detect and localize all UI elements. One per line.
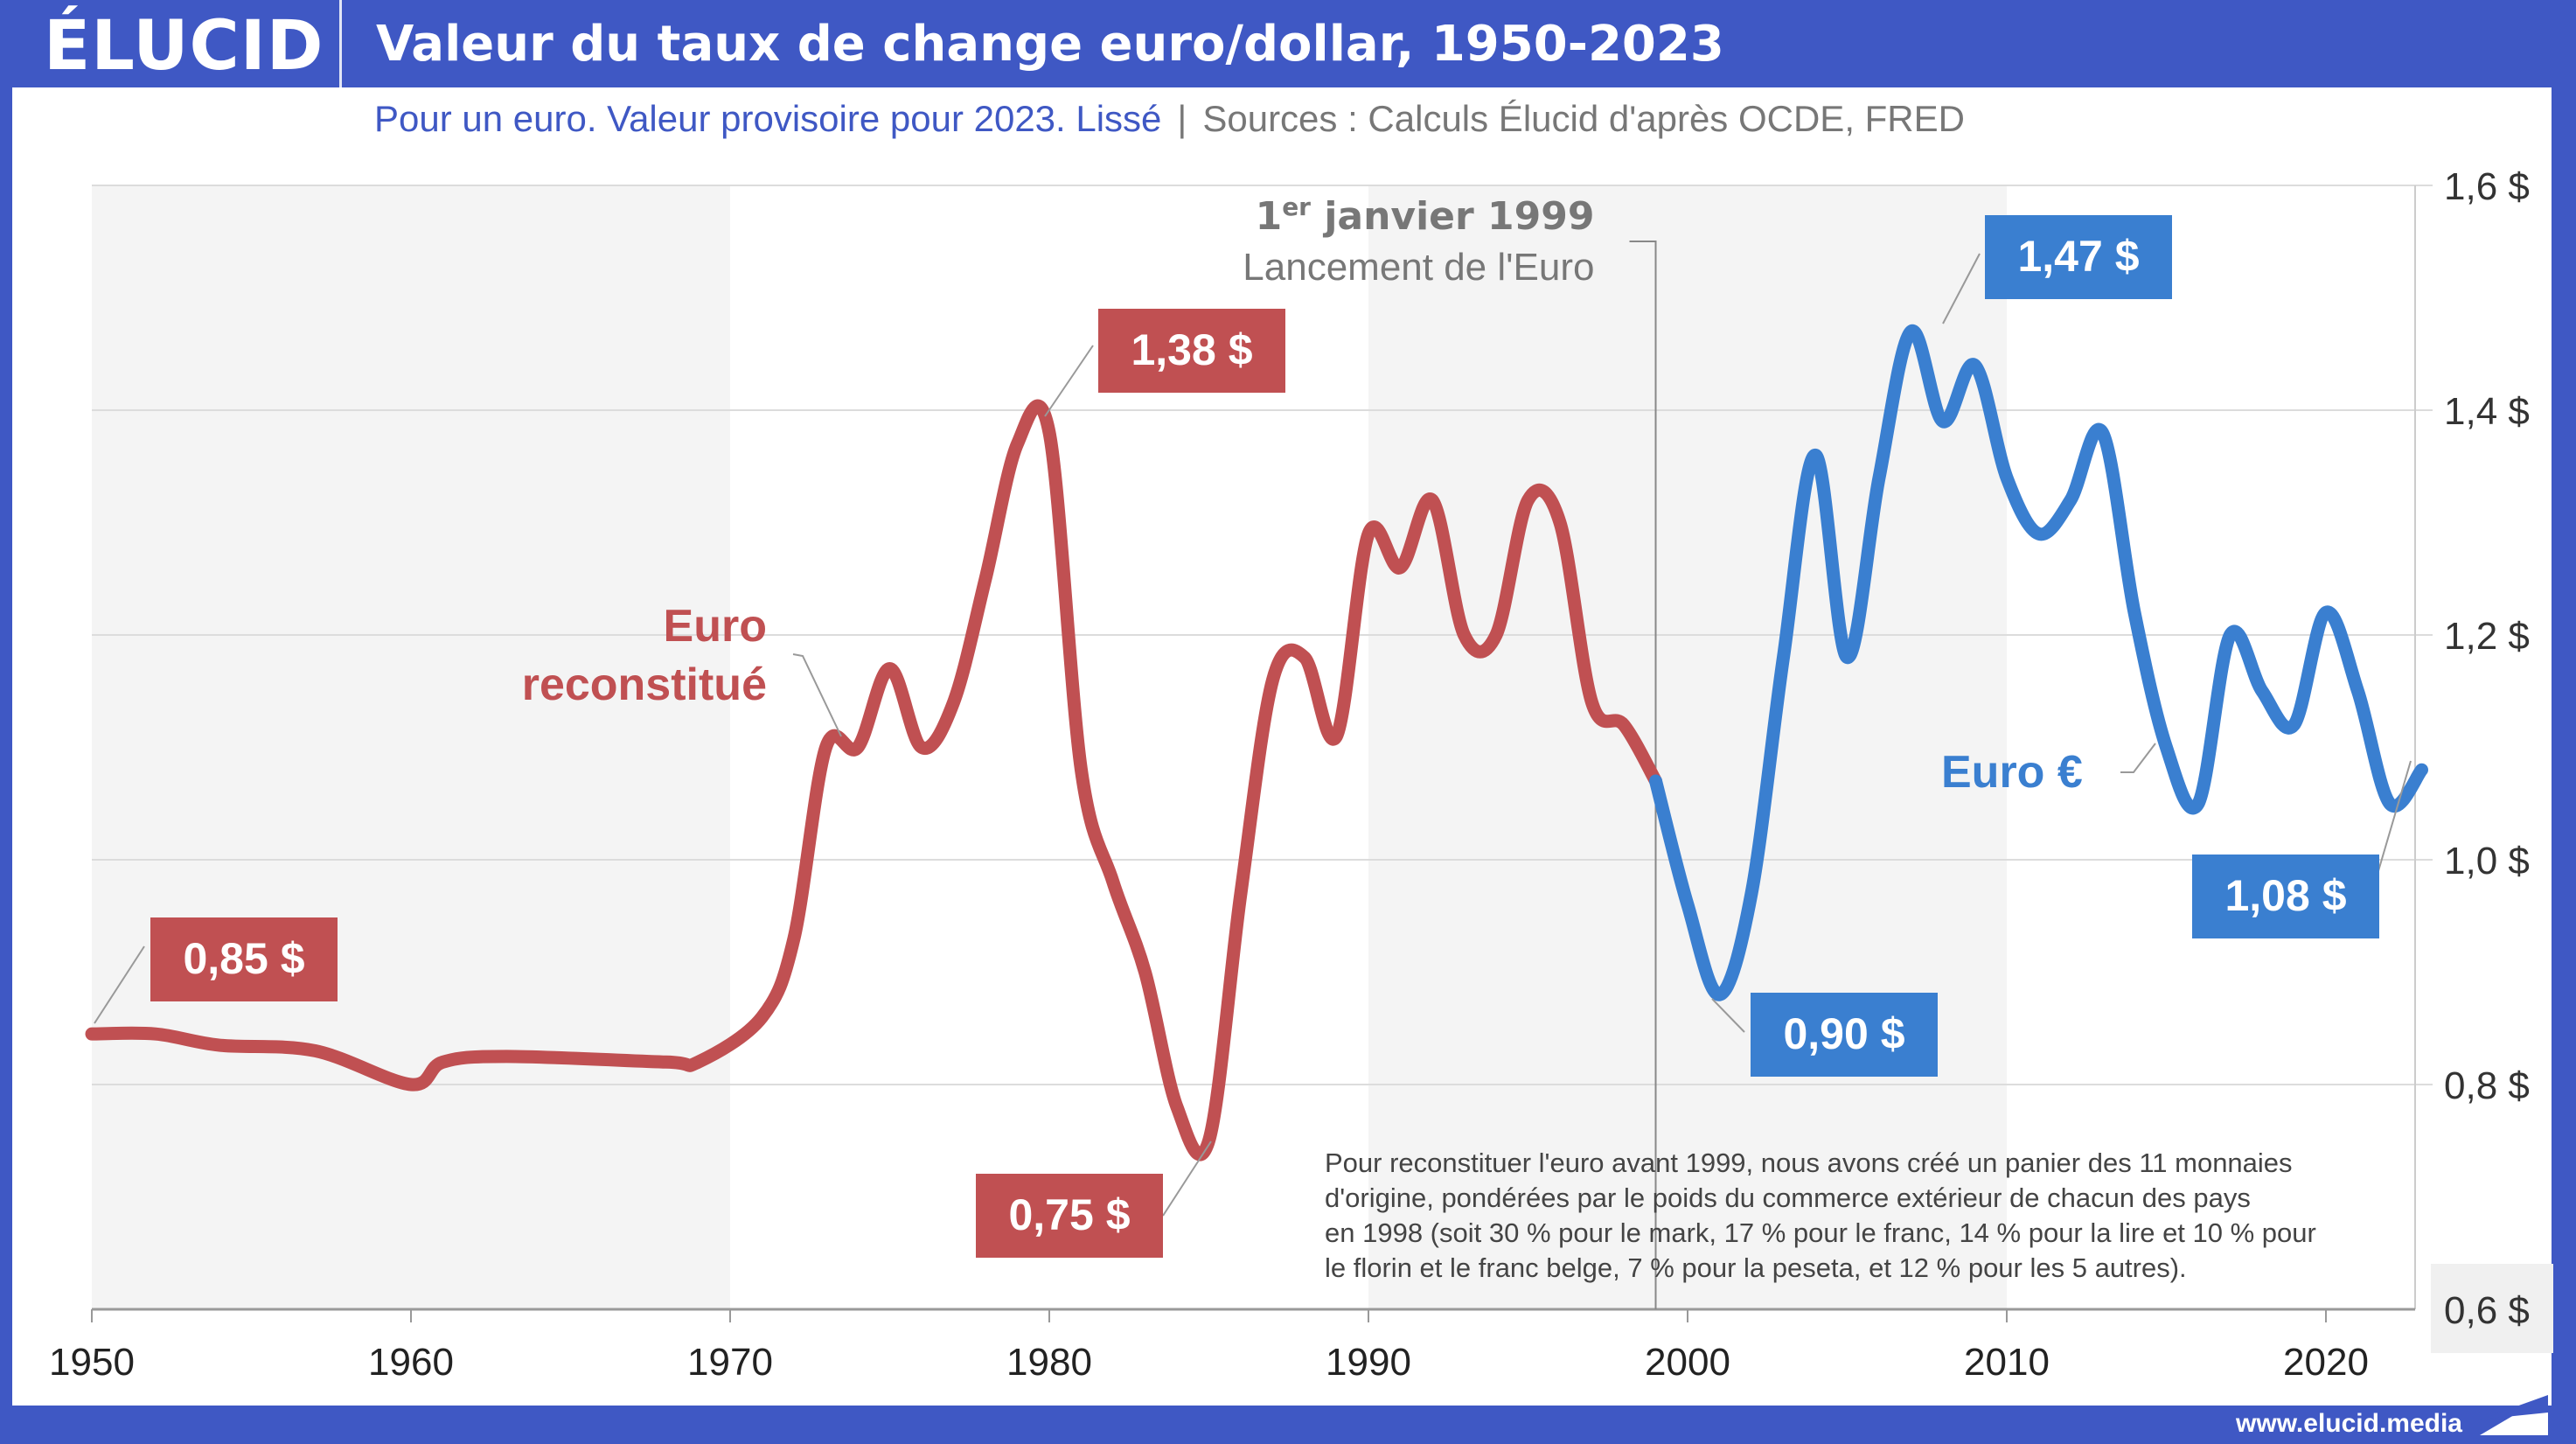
footer-url[interactable]: www.elucid.media [2236, 1409, 2462, 1438]
shaded-decade [92, 185, 730, 1309]
methodology-note-line: en 1998 (soit 30 % pour le mark, 17 % po… [1325, 1217, 2316, 1248]
x-tick-label: 2020 [2283, 1341, 2369, 1384]
series-label-euro: Euro [664, 601, 767, 652]
annotation-label: 1,47 $ [2017, 232, 2139, 281]
subtitle-text: Pour un euro. Valeur provisoire pour 202… [374, 98, 1162, 139]
x-tick-label: 2000 [1645, 1341, 1730, 1384]
annotation-label: 1,38 $ [1131, 325, 1252, 374]
event-line [1629, 241, 1657, 1309]
y-tick-bg [2431, 1264, 2553, 1353]
x-tick-label: 2010 [1964, 1341, 2050, 1384]
x-tick-label: 1970 [687, 1341, 773, 1384]
y-tick-label: 1,4 $ [2444, 390, 2530, 433]
x-tick-label: 1980 [1006, 1341, 1092, 1384]
annotation-label: 0,85 $ [183, 934, 304, 983]
chart-title: Valeur du taux de change euro/dollar, 19… [376, 16, 1724, 73]
annotation-box [976, 1174, 1163, 1258]
elucid-flag-icon [2480, 1395, 2548, 1435]
annotation-box [1985, 215, 2172, 299]
x-tick-label: 1950 [49, 1341, 135, 1384]
y-tick-label: 1,6 $ [2444, 165, 2530, 208]
series-label-euro-sign: Euro € [1941, 747, 2083, 798]
x-tick-label: 1990 [1326, 1341, 1411, 1384]
event-date-label: 1er janvier 1999 [1256, 192, 1595, 239]
annotation-leader [1942, 253, 1981, 324]
annotation-leader [1162, 1141, 1212, 1217]
y-tick-label: 1,2 $ [2444, 615, 2530, 658]
annotation-label: 1,08 $ [2224, 871, 2346, 920]
chart-subtitle: Pour un euro. Valeur provisoire pour 202… [374, 98, 1965, 140]
sources-text: Sources : Calculs Élucid d'après OCDE, F… [1202, 98, 1965, 139]
annotation-leader [94, 945, 145, 1024]
methodology-note-line: Pour reconstituer l'euro avant 1999, nou… [1325, 1148, 2293, 1178]
header: ÉLUCID Valeur du taux de change euro/dol… [0, 0, 2576, 87]
x-tick-label: 1960 [368, 1341, 454, 1384]
shaded-decade [1368, 185, 2007, 1309]
series-line-euro-reconstitue [85, 399, 1662, 1161]
annotation-box [150, 917, 338, 1001]
series-line-euro [1649, 324, 2428, 1001]
annotation-leader [1044, 345, 1094, 417]
subtitle-separator: | [1177, 98, 1187, 139]
elucid-logo[interactable]: ÉLUCID [44, 7, 324, 86]
methodology-note-line: le florin et le franc belge, 7 % pour la… [1325, 1252, 2187, 1283]
header-divider [339, 0, 342, 87]
series-label-reconstitue: reconstitué [522, 659, 767, 710]
annotation-label: 0,90 $ [1783, 1009, 1904, 1058]
methodology-note-line: d'origine, pondérées par le poids du com… [1325, 1182, 2251, 1213]
leader-line [792, 653, 842, 737]
y-tick-label: 1,0 $ [2444, 840, 2530, 882]
leader-line [2120, 743, 2156, 773]
annotation-box [1098, 309, 1285, 393]
y-tick-label: 0,6 $ [2444, 1289, 2530, 1332]
annotation-box [2192, 855, 2379, 938]
y-tick-label: 0,8 $ [2444, 1064, 2530, 1107]
event-subtitle: Lancement de l'Euro [1243, 246, 1594, 289]
annotation-label: 0,75 $ [1008, 1190, 1130, 1239]
annotation-box [1751, 993, 1938, 1077]
annotation-leader [1711, 998, 1745, 1033]
